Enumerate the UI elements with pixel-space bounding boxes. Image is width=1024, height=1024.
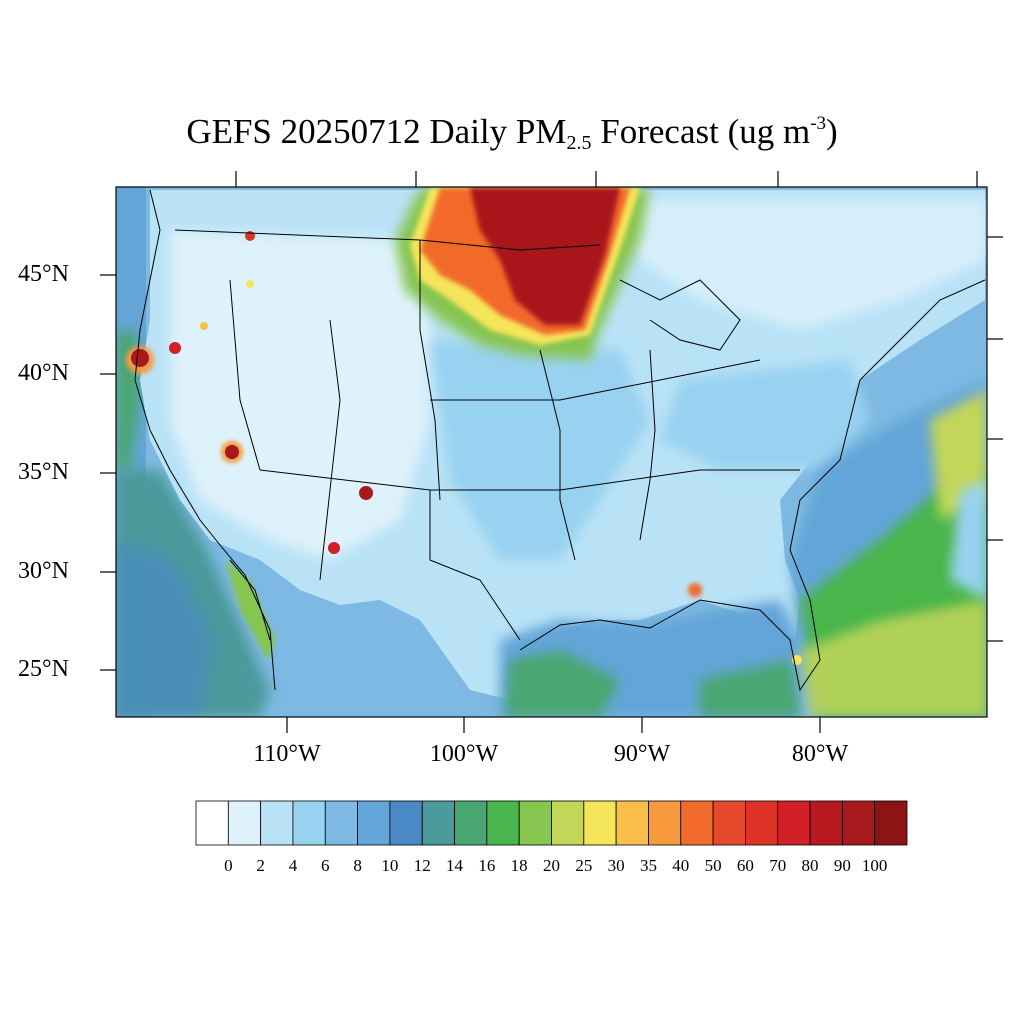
- colorbar-swatch: [841, 800, 876, 846]
- colorbar-swatch: [874, 800, 908, 846]
- colorbar-swatch: [227, 800, 262, 846]
- colorbar-tick-label: 40: [672, 856, 690, 875]
- colorbar-swatch: [680, 800, 714, 846]
- colorbar-swatch: [712, 800, 746, 846]
- colorbar-tick-label: 2: [256, 856, 265, 875]
- colorbar-tick-label: 4: [288, 856, 298, 875]
- lon-label-80: 80°W: [791, 741, 849, 767]
- lat-label-45: 45°N: [18, 261, 69, 287]
- colorbar-tick-label: 70: [769, 856, 787, 875]
- colorbar-swatch: [421, 800, 455, 846]
- colorbar-swatch: [583, 800, 617, 846]
- colorbar-swatch: [648, 800, 682, 846]
- title-text: GEFS 20250712 Daily PM: [186, 112, 567, 151]
- boundaries: [134, 189, 986, 692]
- colorbar-tick-label: 80: [801, 856, 819, 875]
- lon-label-100: 100°W: [429, 741, 499, 767]
- colorbar-swatch: [551, 800, 585, 846]
- colorbar-swatch: [195, 800, 229, 846]
- axis-ticks: [100, 171, 1003, 733]
- colorbar-tick-label: 90: [833, 856, 851, 875]
- colorbar-tick-label: 20: [543, 856, 560, 875]
- colorbar-tick-label: 30: [607, 856, 625, 875]
- colorbar-tick-label: 100: [861, 856, 888, 875]
- lat-label-30: 30°N: [18, 558, 69, 584]
- colorbar-tick-label: 10: [381, 856, 399, 875]
- title-subscript: 2.5: [566, 132, 592, 154]
- colorbar-tick-label: 14: [446, 856, 464, 875]
- map-field: [116, 187, 987, 717]
- colorbar-tick-label: 16: [478, 856, 496, 875]
- colorbar-swatch: [389, 800, 423, 846]
- map-frame: [115, 186, 988, 718]
- colorbar-swatch: [777, 800, 811, 846]
- lat-label-25: 25°N: [18, 656, 69, 682]
- lat-label-35: 35°N: [18, 459, 69, 485]
- title-superscript: -3: [810, 113, 827, 134]
- colorbar-tick-label: 0: [224, 856, 233, 875]
- map-title: GEFS 20250712 Daily PM2.5 Forecast (ug m…: [0, 112, 1024, 155]
- colorbar-tick-label: 50: [704, 856, 722, 875]
- colorbar-swatch: [292, 800, 326, 846]
- colorbar-swatch: [809, 800, 843, 846]
- colorbar-swatch: [260, 800, 294, 846]
- colorbar-swatch: [454, 800, 488, 846]
- colorbar-swatch: [357, 800, 391, 846]
- colorbar-tick-label: 60: [736, 856, 754, 875]
- colorbar-swatch: [745, 800, 779, 846]
- colorbar-tick-label: 12: [413, 856, 431, 875]
- colorbar-tick-label: 8: [353, 856, 362, 875]
- lat-label-40: 40°N: [18, 360, 69, 386]
- colorbar-tick-label: 18: [510, 856, 528, 875]
- colorbar-swatch: [518, 800, 552, 846]
- colorbar-tick-label: 25: [575, 856, 593, 875]
- colorbar-tick-label: 35: [639, 856, 657, 875]
- colorbar-swatch: [324, 800, 358, 846]
- lon-label-90: 90°W: [613, 741, 671, 767]
- colorbar-tick-label: 6: [321, 856, 330, 875]
- lon-label-110: 110°W: [253, 741, 321, 767]
- title-text-suffix: ): [826, 112, 838, 151]
- colorbar-swatch: [486, 800, 520, 846]
- title-text-middle: Forecast (ug m: [591, 112, 811, 151]
- colorbar-swatch: [615, 800, 649, 846]
